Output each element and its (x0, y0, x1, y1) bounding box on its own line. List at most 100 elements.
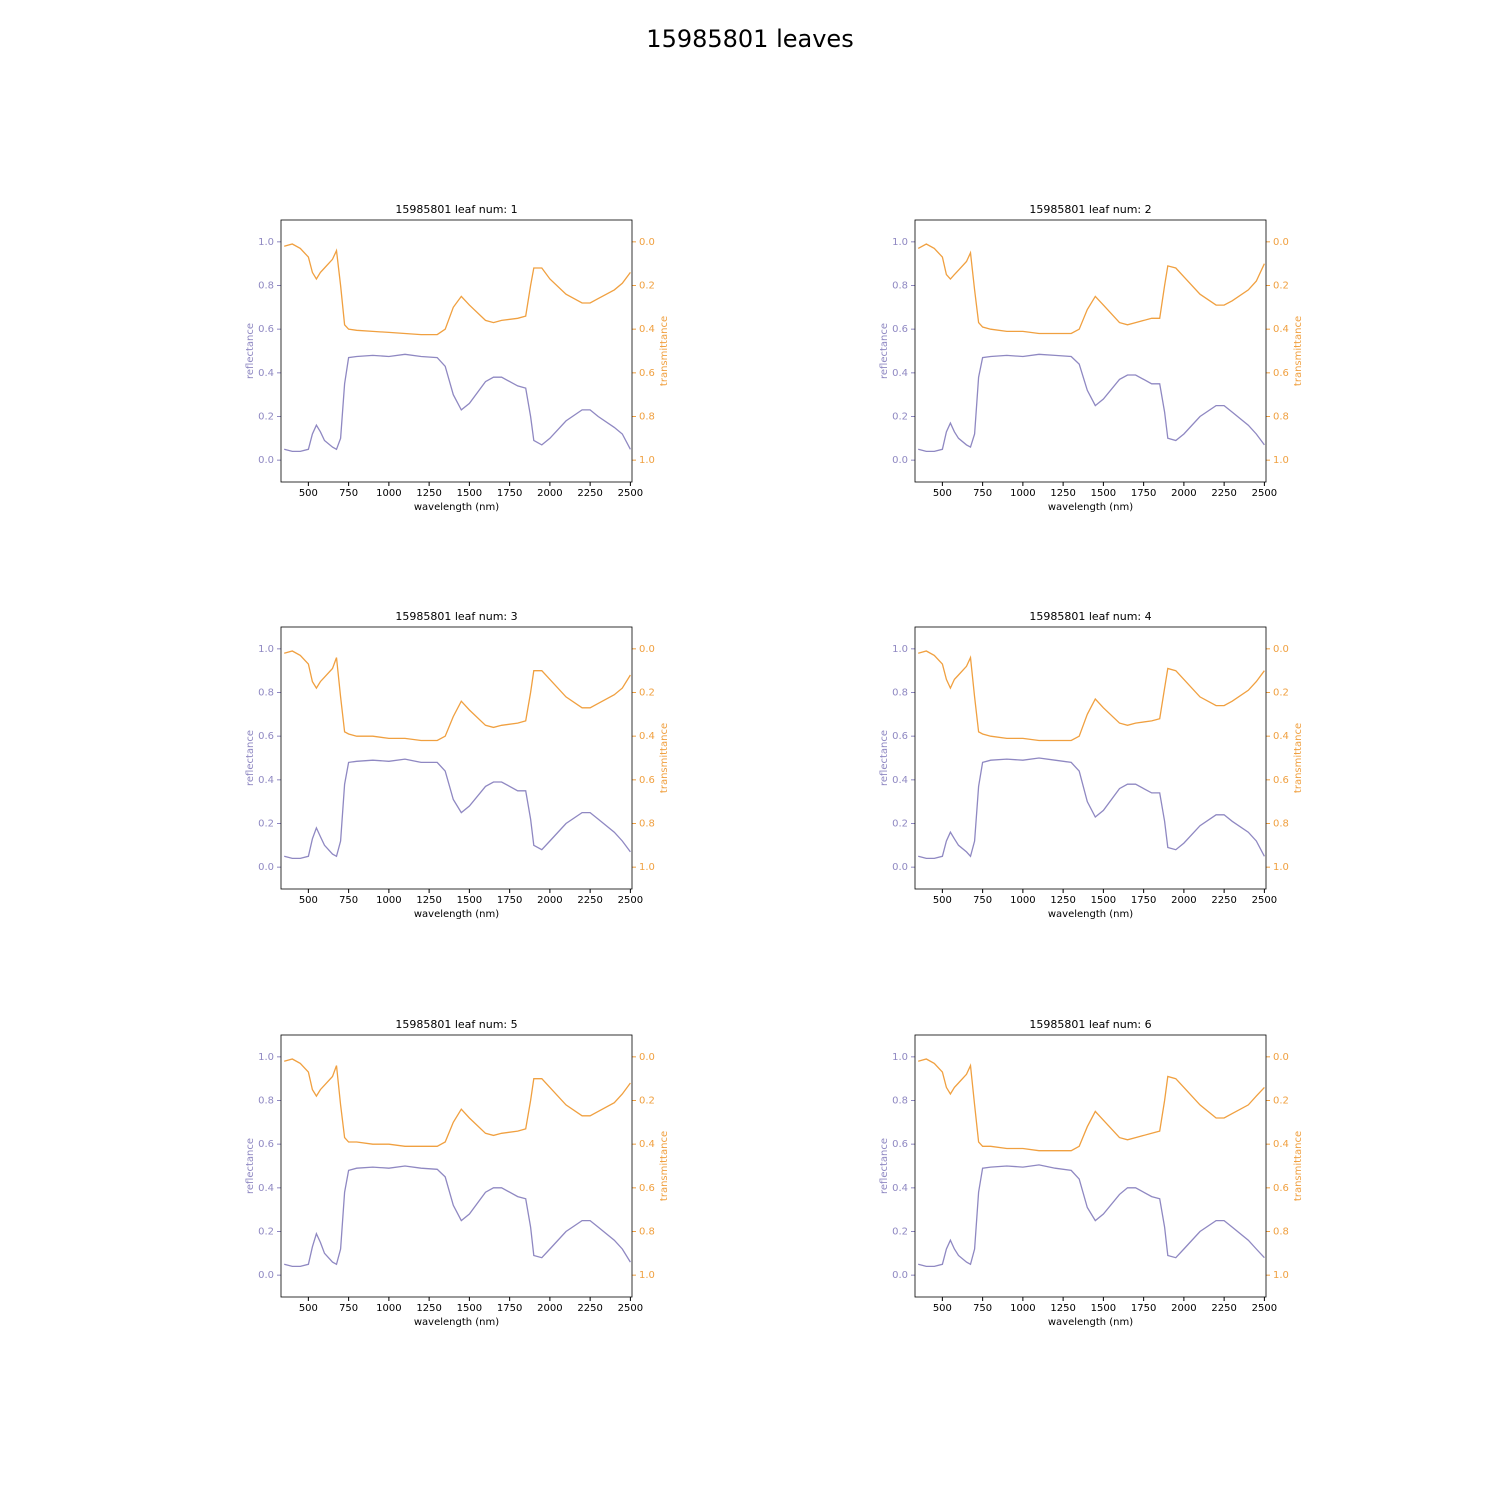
y-tick-label: 0.4 (258, 775, 274, 786)
x-axis-label: wavelength (nm) (414, 1317, 499, 1328)
y2-tick-label: 0.2 (639, 1096, 655, 1107)
subplot-title: 15985801 leaf num: 5 (395, 1018, 517, 1031)
x-tick-label: 750 (339, 488, 358, 499)
x-tick-label: 1250 (1050, 488, 1075, 499)
y2-tick-label: 0.0 (639, 644, 655, 655)
x-tick-label: 750 (973, 895, 992, 906)
x-tick-label: 750 (973, 1303, 992, 1314)
x-tick-label: 1000 (1010, 488, 1035, 499)
y2-axis-label: transmittance (1293, 723, 1304, 793)
x-tick-label: 500 (299, 1303, 318, 1314)
y2-tick-label: 0.4 (639, 731, 655, 742)
x-tick-label: 2000 (1171, 1303, 1196, 1314)
x-tick-label: 2250 (1211, 1303, 1236, 1314)
y2-tick-label: 0.8 (639, 819, 655, 830)
spectrum-line (284, 650, 631, 742)
y2-tick-label: 0.2 (639, 688, 655, 699)
y2-tick-label: 0.6 (639, 368, 655, 379)
y-tick-label: 0.0 (892, 862, 908, 873)
axes-frame (914, 219, 1267, 483)
x-tick-label: 1250 (416, 488, 441, 499)
y2-tick-label: 1.0 (639, 455, 655, 466)
y-tick-label: 1.0 (258, 644, 274, 655)
x-tick-label: 1500 (457, 488, 482, 499)
x-tick-label: 1500 (1091, 1303, 1116, 1314)
figure-title: 15985801 leaves (646, 25, 853, 53)
x-tick-label: 1750 (1131, 895, 1156, 906)
y-tick-label: 0.0 (892, 1270, 908, 1281)
y2-tick-label: 0.8 (1273, 1227, 1289, 1238)
x-tick-label: 1000 (1010, 1303, 1035, 1314)
y-tick-label: 0.8 (258, 281, 274, 292)
y2-tick-label: 1.0 (1273, 1270, 1289, 1281)
y-tick-label: 0.2 (892, 819, 908, 830)
y2-tick-label: 1.0 (639, 862, 655, 873)
y2-tick-label: 0.6 (1273, 775, 1289, 786)
spectrum-line (917, 243, 1265, 335)
y-axis-label: reflectance (245, 1138, 256, 1194)
spectrum-line (918, 650, 1265, 742)
y2-tick-label: 0.2 (1273, 281, 1289, 292)
y2-tick-label: 0.8 (639, 412, 655, 423)
spectrum-line (918, 1164, 1265, 1268)
y-tick-label: 0.4 (258, 368, 274, 379)
y2-tick-label: 0.0 (639, 237, 655, 248)
y-tick-label: 0.0 (258, 455, 274, 466)
y-tick-label: 0.6 (892, 731, 908, 742)
x-tick-label: 2000 (537, 1303, 562, 1314)
spectrum-line (284, 758, 631, 860)
y2-tick-label: 0.0 (1273, 237, 1289, 248)
y-tick-label: 0.8 (258, 1096, 274, 1107)
spectrum-line (284, 1058, 631, 1147)
y-tick-label: 0.6 (258, 1139, 274, 1150)
y2-tick-label: 0.2 (1273, 688, 1289, 699)
x-tick-label: 2500 (618, 1303, 643, 1314)
x-tick-label: 1250 (1050, 1303, 1075, 1314)
y2-axis-label: transmittance (659, 1131, 670, 1201)
y-tick-label: 1.0 (892, 644, 908, 655)
y2-tick-label: 0.4 (1273, 731, 1289, 742)
x-tick-label: 1750 (497, 895, 522, 906)
axes-frame (280, 1034, 633, 1298)
y2-tick-label: 0.4 (639, 1139, 655, 1150)
x-axis-label: wavelength (nm) (414, 909, 499, 920)
y-tick-label: 1.0 (258, 237, 274, 248)
y-tick-label: 0.0 (258, 1270, 274, 1281)
y-tick-label: 0.4 (892, 368, 908, 379)
x-tick-label: 2000 (1171, 488, 1196, 499)
y-tick-label: 0.2 (892, 1227, 908, 1238)
y-tick-label: 0.8 (892, 1096, 908, 1107)
y2-tick-label: 0.0 (1273, 1052, 1289, 1063)
y2-tick-label: 0.2 (639, 281, 655, 292)
y-tick-label: 0.2 (258, 412, 274, 423)
y-tick-label: 0.6 (892, 1139, 908, 1150)
x-axis-label: wavelength (nm) (414, 502, 499, 513)
x-tick-label: 750 (339, 895, 358, 906)
y2-axis-label: transmittance (1293, 1131, 1304, 1201)
spectrum-line (284, 353, 631, 453)
x-axis-label: wavelength (nm) (1048, 502, 1133, 513)
y2-tick-label: 0.4 (639, 324, 655, 335)
x-tick-label: 1000 (376, 488, 401, 499)
x-axis-label: wavelength (nm) (1048, 1317, 1133, 1328)
y-tick-label: 0.0 (258, 862, 274, 873)
x-tick-label: 2250 (577, 895, 602, 906)
x-tick-label: 1500 (1091, 488, 1116, 499)
x-tick-label: 2500 (618, 488, 643, 499)
x-tick-label: 750 (339, 1303, 358, 1314)
x-tick-label: 750 (973, 488, 992, 499)
x-tick-label: 2250 (577, 488, 602, 499)
y-tick-label: 0.2 (258, 1227, 274, 1238)
x-tick-label: 2000 (537, 895, 562, 906)
y2-tick-label: 0.8 (1273, 412, 1289, 423)
y-axis-label: reflectance (245, 730, 256, 786)
x-tick-label: 2500 (1252, 895, 1277, 906)
x-tick-label: 1000 (376, 1303, 401, 1314)
x-axis-label: wavelength (nm) (1048, 909, 1133, 920)
x-tick-label: 2500 (1252, 1303, 1277, 1314)
x-tick-label: 500 (933, 895, 952, 906)
y2-axis-label: transmittance (659, 316, 670, 386)
y-tick-label: 0.2 (892, 412, 908, 423)
x-tick-label: 2000 (1171, 895, 1196, 906)
